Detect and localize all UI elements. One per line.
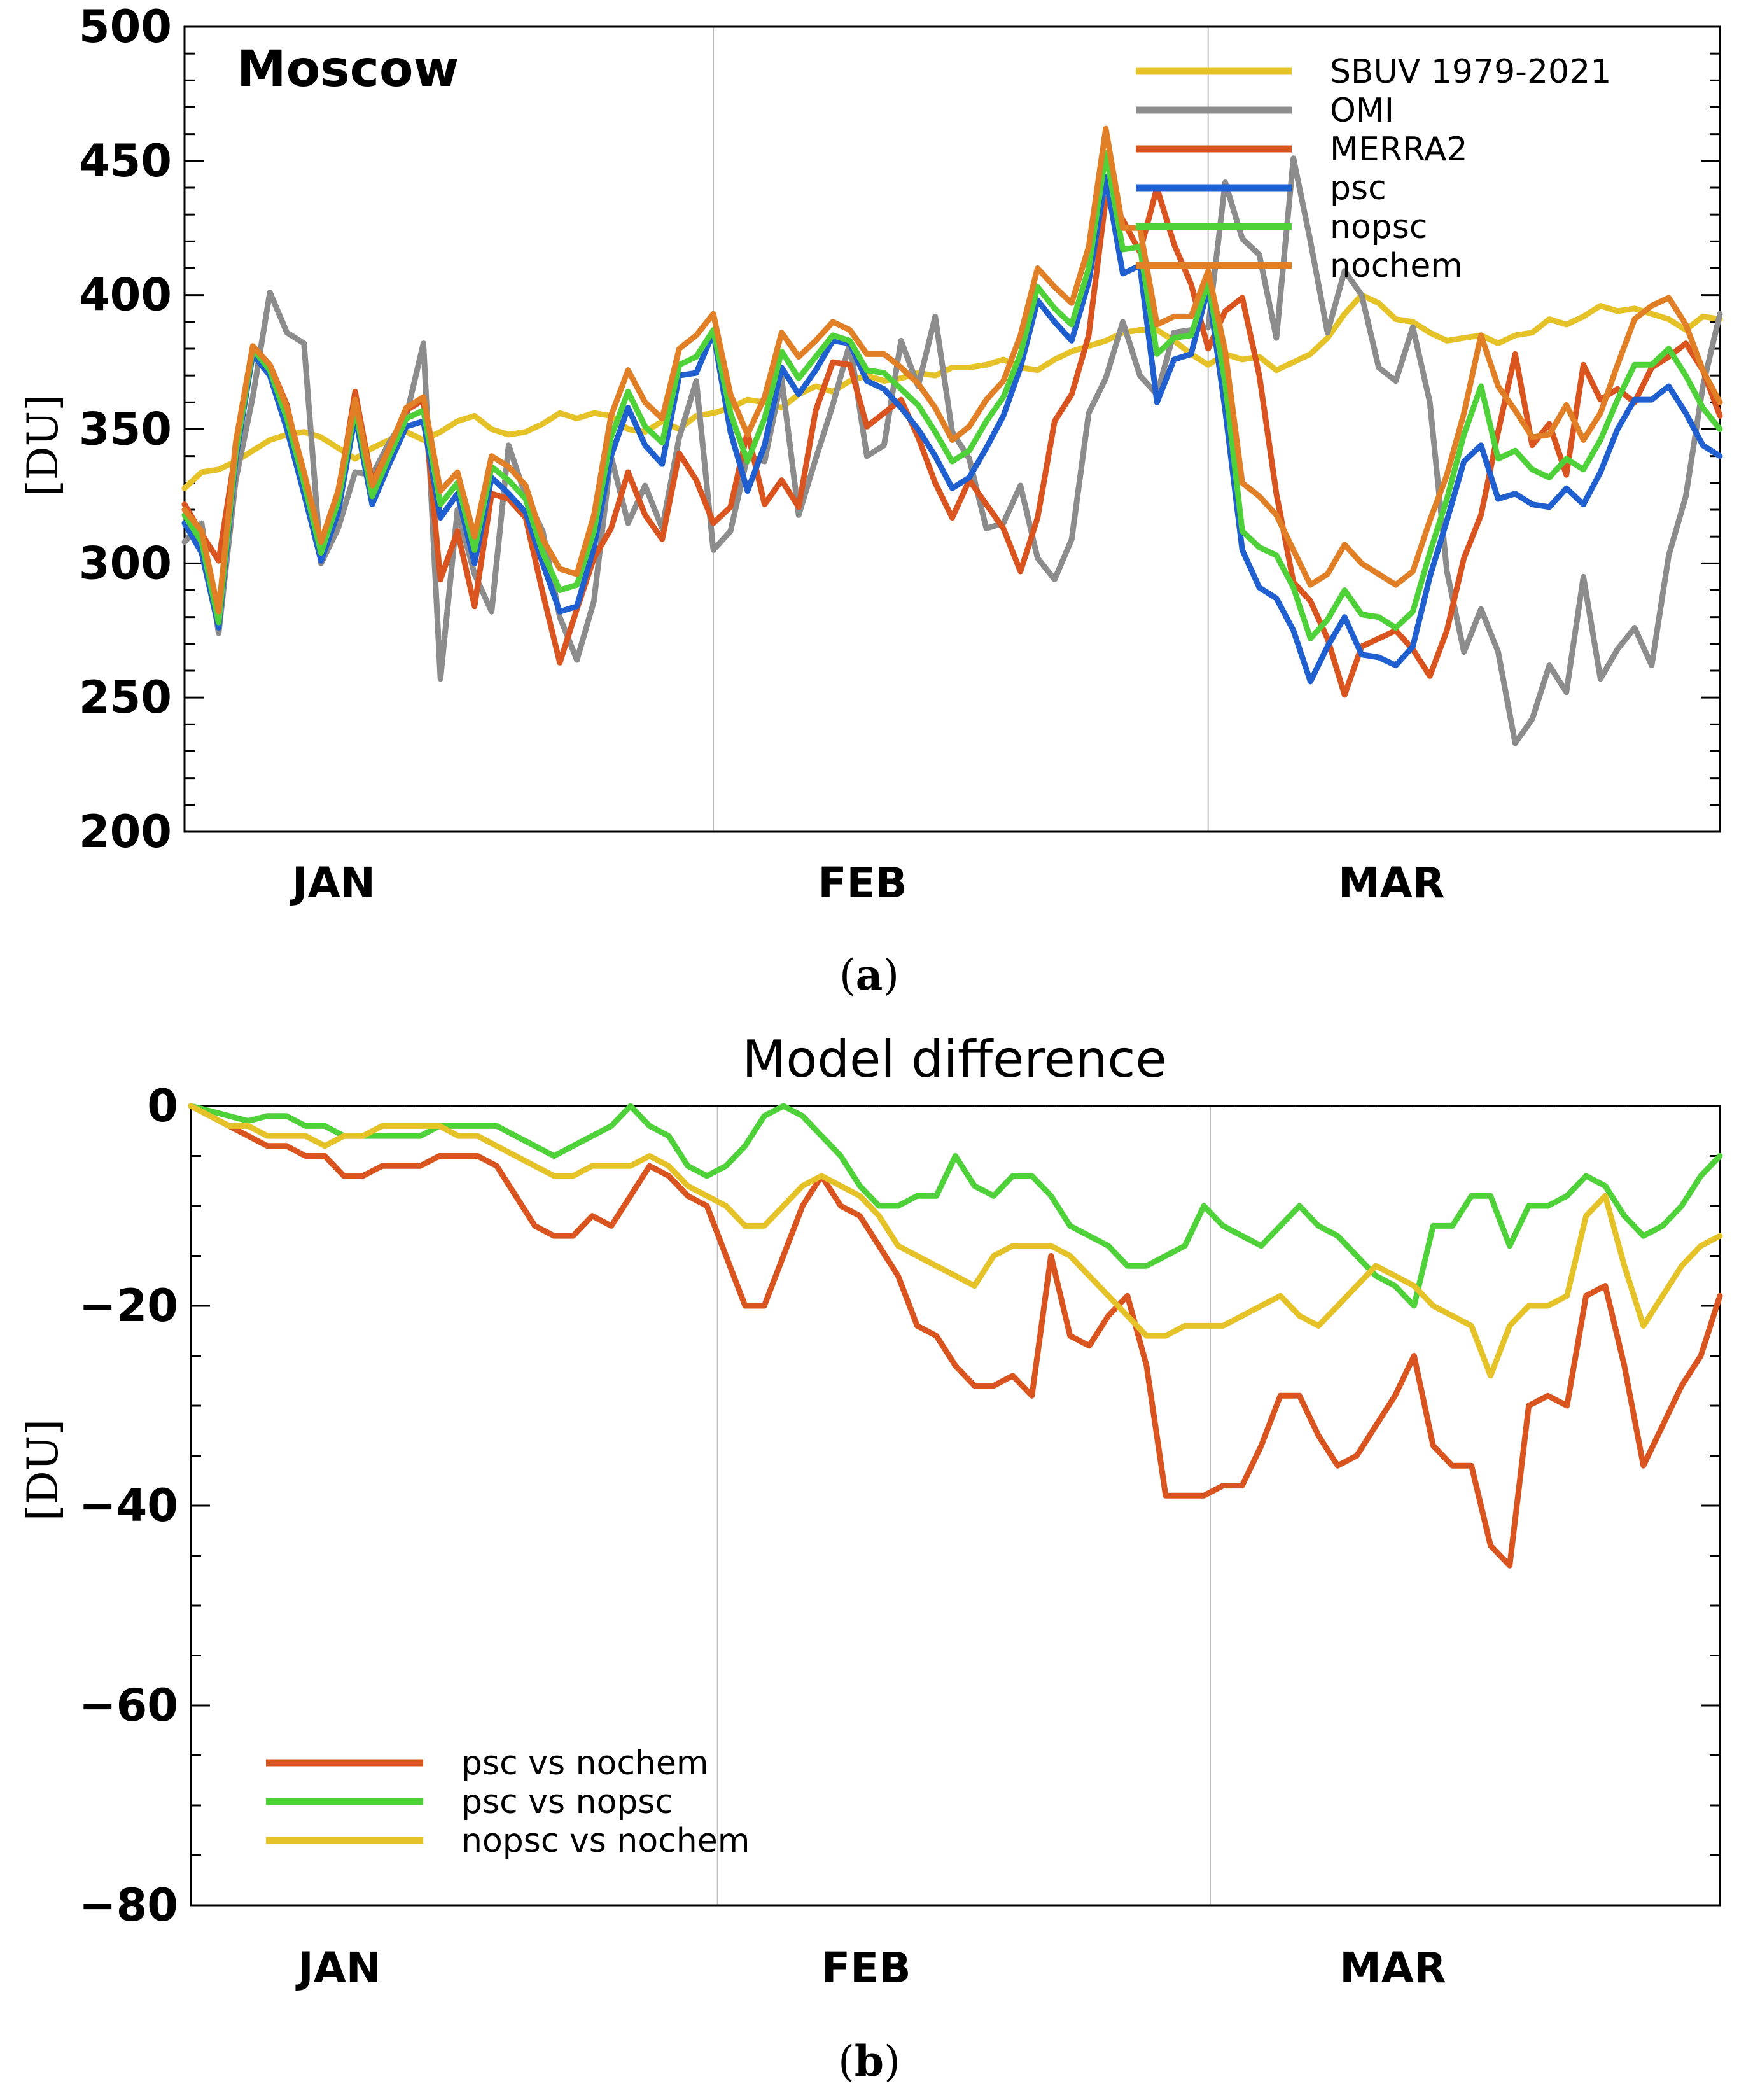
panel-b-y-tick-label: −20 (79, 1280, 178, 1332)
panel-b-caption: (b) (838, 2036, 900, 2086)
panel-b-month-label-feb: FEB (821, 1943, 911, 1992)
panel-b-y-tick-label: −60 (79, 1679, 178, 1732)
panel-a-month-label-feb: FEB (818, 858, 907, 907)
panel-a-chart: 200 250 300 350 400 450 500 JAN FEB MAR Moscow [D… (18, 1, 1723, 1000)
panel-a-series-psc (181, 174, 1723, 685)
panel-a-series-nopsc (181, 150, 1723, 641)
panel-b-month-label-mar: MAR (1339, 1943, 1446, 1992)
panel-a-series-merra2 (181, 185, 1723, 698)
panel-a-y-tick-label: 500 (79, 1, 172, 53)
panel-a-legend-label-nochem: nochem (1330, 247, 1463, 285)
panel-b-series-psc-vs-nochem (188, 1103, 1723, 1569)
panel-b-legend-label-nopsc-vs-nochem: nopsc vs nochem (461, 1822, 750, 1860)
panel-b-y-tick-label: 0 (147, 1080, 178, 1132)
panel-a-series-sbuv-1979-2021 (181, 292, 1723, 491)
panel-b-y-tick-label: −40 (79, 1480, 178, 1532)
panel-a-caption: (a) (839, 950, 899, 1000)
panel-a-legend-label-merra2: MERRA2 (1330, 130, 1468, 169)
panel-a-legend-label-nopsc: nopsc (1330, 208, 1427, 246)
panel-a-caption-letter: a (856, 950, 883, 1000)
panel-b-y-axis-label: [DU] (18, 1419, 67, 1521)
panel-a-y-tick-label: 400 (79, 269, 172, 321)
panel-b-legend-label-psc-vs-nopsc: psc vs nopsc (461, 1783, 673, 1821)
panel-a-series-lines (181, 125, 1723, 746)
panel-b-series-psc-vs-nopsc (188, 1103, 1723, 1309)
panel-a-month-label-mar: MAR (1338, 858, 1445, 907)
panel-b-y-tick-label: −80 (79, 1879, 178, 1931)
panel-b-month-label-jan: JAN (295, 1943, 381, 1992)
panel-a-title: Moscow (237, 41, 459, 98)
panel-a-month-label-jan: JAN (290, 858, 375, 907)
panel-a-series-omi (181, 155, 1723, 746)
panel-a-legend-label-psc: psc (1330, 169, 1386, 207)
panel-b-legend-label-psc-vs-nochem: psc vs nochem (461, 1744, 709, 1782)
panel-b-axis-ticks: −80 −60 −40 −20 0 JAN FEB MAR (79, 1080, 1720, 1992)
panel-b-series-lines (188, 1103, 1723, 1569)
panel-a-y-axis-label: [DU] (18, 395, 67, 496)
panel-a-axis-ticks: 200 250 300 350 400 450 500 JAN FEB MAR (79, 1, 1720, 907)
panel-b-series-nopsc-vs-nochem (188, 1103, 1723, 1379)
panel-a-y-tick-label: 300 (79, 537, 172, 589)
panel-a-series-nochem (181, 125, 1723, 615)
panel-a-y-tick-label: 200 (79, 806, 172, 858)
panel-a-y-tick-label: 450 (79, 135, 172, 187)
panel-a-y-tick-label: 250 (79, 671, 172, 724)
panel-a-legend-label-sbuv-1979-2021: SBUV 1979-2021 (1330, 53, 1611, 91)
panel-a-legend-label-omi: OMI (1330, 92, 1394, 130)
panel-a-y-tick-label: 350 (79, 403, 172, 456)
panel-b-caption-letter: b (855, 2036, 884, 2086)
panel-b-title: Model difference (742, 1030, 1166, 1089)
